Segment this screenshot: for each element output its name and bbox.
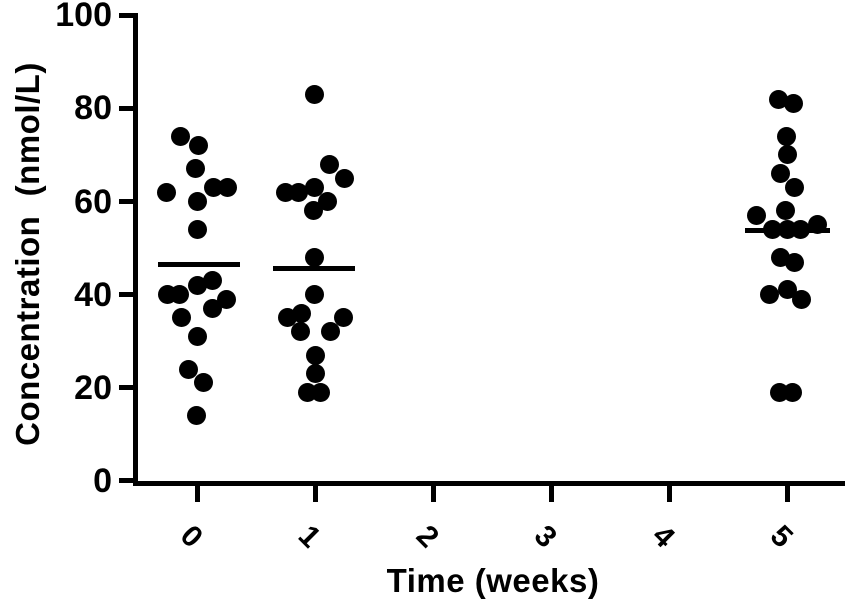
data-point [193,373,213,393]
data-point [746,205,766,225]
data-point [777,145,797,165]
data-point [334,168,354,188]
data-point [202,271,222,291]
data-point [188,136,208,156]
data-point [303,201,323,221]
y-tick-mark [119,199,133,205]
data-point [782,382,802,402]
data-point [305,345,325,365]
y-tick-label: 60 [74,182,112,221]
data-point [304,178,324,198]
data-point [156,182,176,202]
data-point [807,215,827,235]
x-axis-line [133,481,845,486]
data-point [169,285,189,305]
data-point [202,299,222,319]
x-tick-label: 3 [527,519,563,555]
y-axis-line [133,13,138,486]
data-point [305,364,325,384]
data-point [178,359,198,379]
x-tick-label: 4 [645,519,681,555]
data-point [304,85,324,104]
data-point [762,219,782,239]
x-tick-mark [666,486,672,502]
data-point [310,382,330,402]
x-tick-label: 1 [291,519,327,555]
x-tick-label: 5 [763,519,799,555]
data-point [203,178,223,198]
data-point [187,326,207,346]
data-point [170,126,190,146]
y-tick-mark [119,105,133,111]
data-point [770,164,790,184]
data-point [187,192,207,212]
y-tick-mark [119,12,133,18]
data-point [304,247,324,267]
mean-line [273,266,355,272]
data-point [187,219,207,239]
data-point [791,289,811,309]
mean-line [158,262,240,268]
y-tick-mark [119,385,133,391]
data-point [784,178,804,198]
y-axis-title: Concentration (nmol/L) [9,62,46,446]
x-tick-mark [312,486,318,502]
data-point [790,219,810,239]
data-point [171,308,191,328]
data-point [775,201,795,221]
data-point [277,308,297,328]
y-tick-label: 0 [93,461,112,500]
x-tick-mark [194,486,200,502]
data-point [217,178,237,198]
data-point [759,285,779,305]
y-tick-label: 80 [74,89,112,128]
data-point [187,275,207,295]
x-tick-mark [430,486,436,502]
data-point [777,280,797,300]
y-tick-mark [119,478,133,484]
data-point [783,94,803,114]
data-point [333,308,353,328]
x-tick-mark [784,486,790,502]
data-point [304,285,324,305]
x-tick-label: 0 [173,519,209,555]
data-point [290,322,310,342]
x-tick-mark [548,486,554,502]
y-tick-label: 40 [74,275,112,314]
data-point [288,182,308,202]
y-tick-label: 20 [74,368,112,407]
x-axis-title: Time (weeks) [386,562,600,599]
data-point [768,89,788,109]
y-tick-label: 100 [55,0,112,35]
data-point [320,322,340,342]
data-point [186,406,206,426]
data-point [319,154,339,174]
data-point [185,159,205,179]
data-point [776,126,796,146]
y-tick-mark [119,292,133,298]
x-tick-label: 2 [409,519,445,555]
data-point [784,252,804,272]
